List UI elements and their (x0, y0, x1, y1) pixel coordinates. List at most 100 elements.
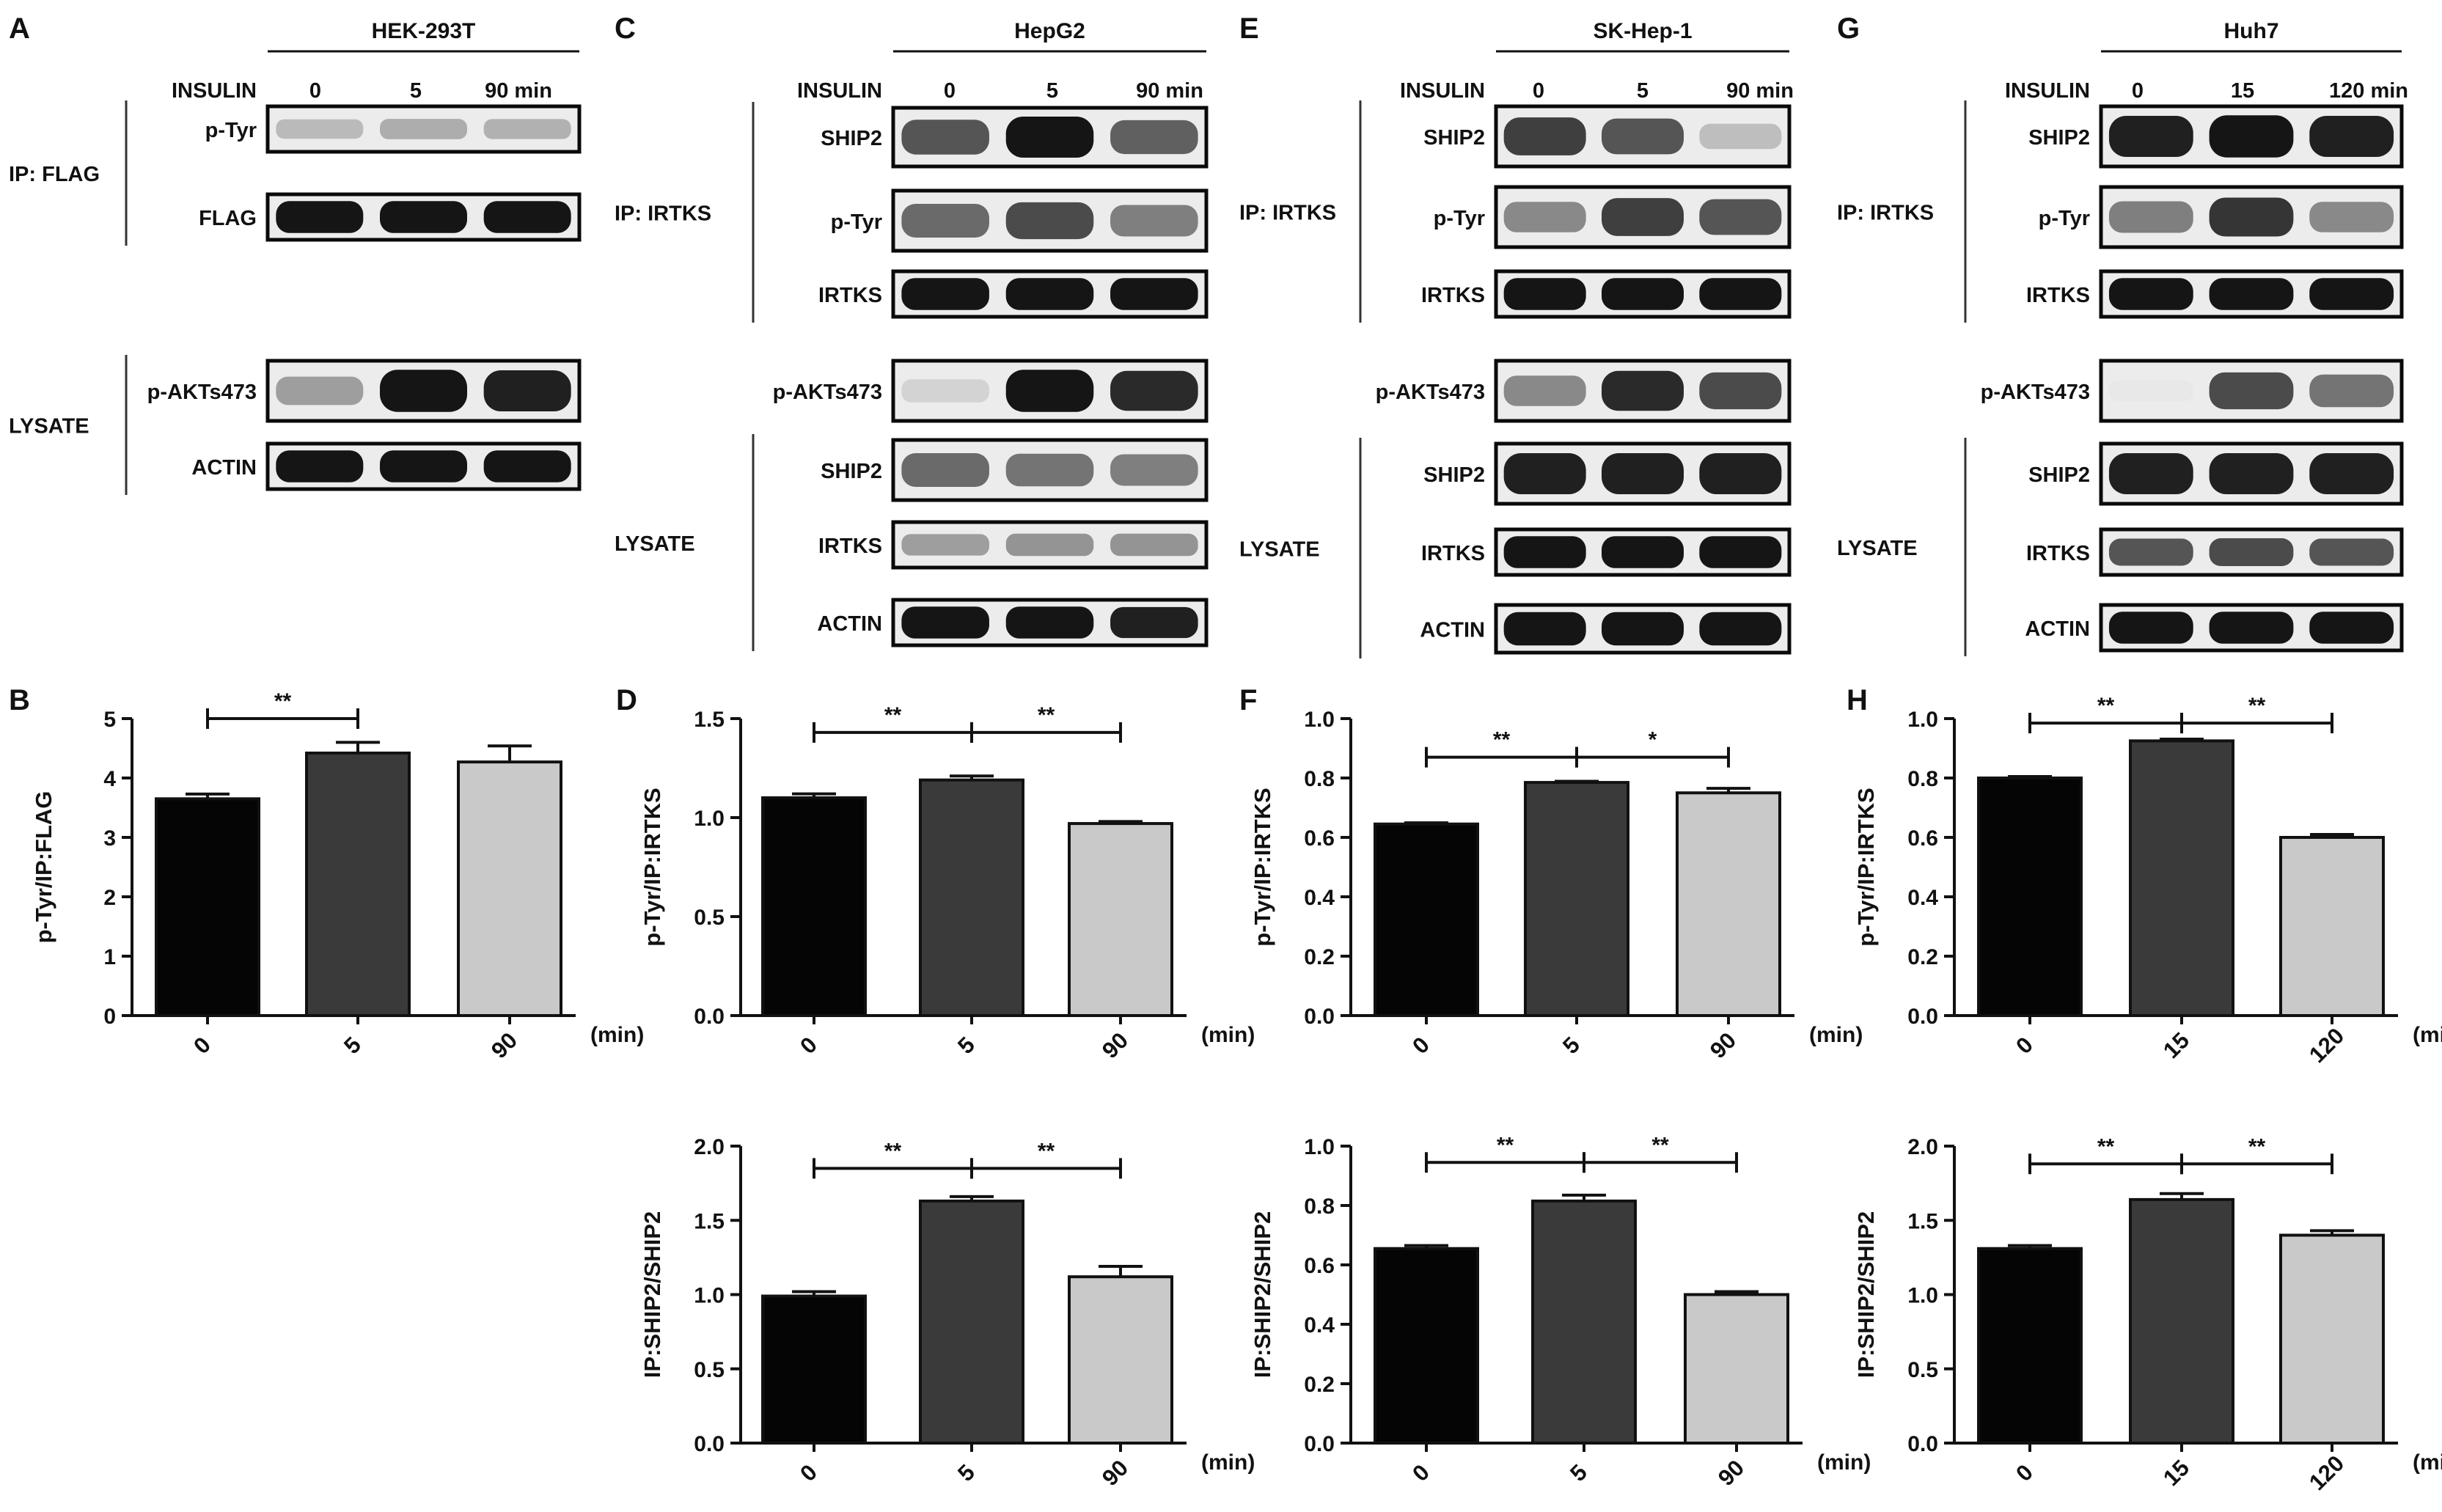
bar (305, 751, 411, 1017)
lane-label: 0 (1533, 79, 1544, 103)
lane-label: 5 (1637, 79, 1649, 103)
blot-band (1503, 278, 1586, 310)
group-label: IP: FLAG (9, 163, 100, 186)
y-tick-label: 0.4 (1907, 886, 1938, 910)
blot-band (483, 201, 571, 233)
blot-row-label: p-Tyr (831, 210, 882, 234)
blot-band (1699, 612, 1782, 646)
blot-band (2309, 116, 2394, 157)
blot-row-label: SHIP2 (2028, 126, 2090, 150)
blot-row-label: IRTKS (1421, 542, 1485, 565)
bar (919, 1199, 1024, 1445)
y-tick-label: 1 (103, 945, 116, 969)
blot-band (901, 534, 989, 556)
blot-band (276, 119, 364, 139)
blot-band (1110, 454, 1198, 486)
blot-row-label: SHIP2 (1423, 463, 1485, 487)
blot-row-label: IRTKS (818, 535, 882, 558)
blot-band (2209, 538, 2294, 566)
y-tick-label: 1.0 (694, 807, 725, 831)
lane-label: 0 (944, 79, 956, 103)
blot-band (1005, 278, 1094, 310)
y-axis-label: p-Tyr/IP:FLAG (31, 791, 56, 944)
blot-row: p-AKTs473 (1981, 359, 2404, 423)
y-tick-label: 0.2 (1907, 945, 1938, 969)
treatment-label: INSULIN (797, 79, 882, 103)
significance-label: * (1649, 728, 1657, 752)
blot-band (1005, 533, 1094, 557)
blot-row: IRTKS (1421, 527, 1792, 577)
blot-row-label: IRTKS (2026, 542, 2090, 565)
y-tick-label: 1.0 (694, 1284, 725, 1308)
x-tick-label: 5 (1558, 1032, 1585, 1059)
blot-row-label: IRTKS (2026, 284, 2090, 307)
x-tick-label: 5 (953, 1032, 980, 1059)
blot-row-label: ACTIN (1420, 619, 1485, 642)
y-axis-label: p-Tyr/IP:IRTKS (639, 788, 665, 946)
blot-band (1602, 278, 1684, 310)
y-tick-label: 1.0 (1304, 1135, 1335, 1159)
panel-letter: F (1239, 684, 1257, 716)
blot-band (1699, 123, 1782, 150)
y-tick-label: 2 (103, 886, 116, 910)
significance-label: ** (1651, 1133, 1669, 1157)
x-tick-label: 5 (953, 1459, 980, 1486)
blot-row: p-AKTs473 (1376, 359, 1792, 423)
blot-row-label: SHIP2 (821, 460, 882, 483)
cell-line-label: HEK-293T (372, 19, 476, 43)
blot-row-label: p-AKTs473 (147, 381, 257, 404)
blot-band (2209, 453, 2294, 494)
panel-letter: E (1239, 12, 1259, 45)
blot-band (276, 376, 364, 405)
significance-label: ** (1497, 1133, 1514, 1157)
significance-label: ** (884, 1139, 902, 1163)
bar (1977, 777, 2083, 1017)
y-axis-label: IP:SHIP2/SHIP2 (1853, 1211, 1879, 1378)
blot-row: SHIP2 (821, 438, 1209, 502)
panel-letter: H (1847, 684, 1868, 716)
y-axis-label: IP:SHIP2/SHIP2 (1250, 1211, 1275, 1378)
bar-chart-f-4: 0.0 0.2 0.4 0.6 0.8 1.0 IP:SHIP2/SHIP2 0 5 90 (min… (1250, 1133, 1871, 1491)
blot-band (1699, 199, 1782, 235)
y-tick-label: 0.5 (1907, 1358, 1938, 1382)
x-tick-label: 0 (795, 1032, 822, 1059)
blot-row: IRTKS (818, 269, 1209, 319)
significance-label: ** (2097, 1134, 2115, 1159)
blot-band (1110, 120, 1198, 155)
x-tick-label: 0 (2011, 1459, 2038, 1486)
blot-band (1699, 453, 1782, 494)
blot-row-label: SHIP2 (1423, 126, 1485, 150)
lane-label: 0 (2132, 79, 2144, 103)
x-tick-label: 5 (1565, 1459, 1592, 1486)
blot-band (1602, 612, 1684, 646)
blot-row: ACTIN (1420, 603, 1792, 655)
y-tick-label: 4 (103, 767, 116, 791)
y-tick-label: 0.6 (1304, 1254, 1335, 1278)
blot-band (1602, 370, 1684, 411)
x-tick-label: 0 (188, 1032, 216, 1059)
blot-panel-g: G Huh7 INSULIN 0 15 120 min SHIP2 p-Tyr IRTKS p-A… (1837, 12, 2408, 656)
blot-band (276, 201, 364, 233)
y-tick-label: 0.8 (1907, 767, 1938, 791)
blot-band (2209, 278, 2294, 310)
y-tick-label: 0.0 (694, 1005, 725, 1029)
treatment-label: INSULIN (1400, 79, 1485, 103)
x-tick-label: 15 (2158, 1455, 2194, 1491)
blot-row: IRTKS (1421, 269, 1792, 319)
bar (761, 1294, 867, 1445)
blot-band (1110, 205, 1198, 237)
y-tick-label: 0 (103, 1005, 116, 1029)
blot-band (2108, 380, 2193, 402)
blot-row: p-AKTs473 (147, 359, 582, 423)
y-tick-label: 2.0 (1907, 1135, 1938, 1159)
x-tick-label: 90 (1097, 1027, 1133, 1063)
cell-line-label: SK-Hep-1 (1593, 19, 1692, 43)
blot-band (2108, 612, 2193, 644)
blot-band (2309, 202, 2394, 232)
blot-row: p-Tyr (1434, 185, 1792, 249)
panel-letter: B (9, 684, 30, 716)
bar (1374, 1247, 1479, 1445)
y-axis-label: p-Tyr/IP:IRTKS (1250, 788, 1275, 946)
blot-band (1503, 536, 1586, 568)
